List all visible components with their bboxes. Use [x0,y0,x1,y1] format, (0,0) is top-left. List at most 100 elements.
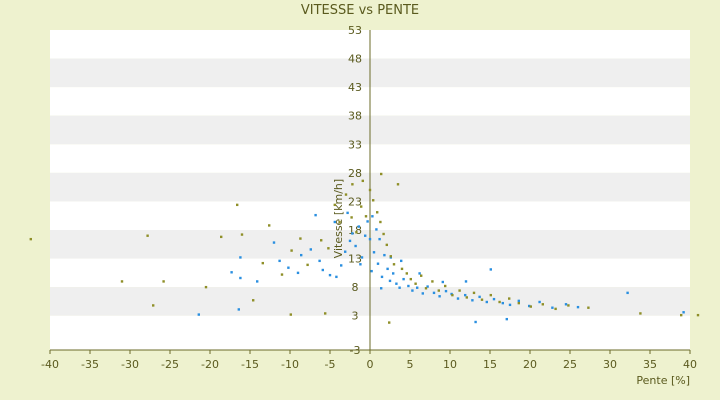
data-point-blue [421,292,424,295]
data-point-olive [204,285,208,289]
data-point-blue [376,262,380,265]
data-point-blue [372,251,376,254]
data-point-blue [444,289,448,293]
data-point-blue [287,266,290,269]
data-point-blue [492,297,496,301]
data-point-olive [696,313,700,317]
data-point-blue [517,299,520,303]
data-point-olive [567,304,570,307]
y-tick-label: 28 [348,167,362,180]
data-point-blue [551,306,554,309]
data-point-olive [338,220,341,224]
x-tick-label: 0 [367,358,374,371]
data-point-blue [441,280,444,284]
data-point-olive [517,301,520,305]
data-point-olive [368,188,372,192]
data-point-olive [396,183,400,186]
data-point-olive [350,216,353,219]
x-tick-label: 40 [683,358,697,371]
data-points [29,172,700,324]
data-point-blue [346,211,349,215]
data-point-blue [328,273,332,277]
data-point-olive [451,293,454,297]
data-point-blue [230,271,233,274]
data-point-olive [240,233,244,236]
data-point-blue [474,320,477,324]
data-point-blue [508,303,512,307]
data-point-olive [289,313,292,316]
data-point-blue [368,237,372,241]
data-point-blue [314,213,317,217]
data-point-blue [576,305,580,309]
data-point-blue [464,293,467,297]
data-point-blue [485,300,488,304]
data-point-blue [398,286,401,289]
data-point-blue [501,301,504,305]
y-tick-label: 23 [348,195,362,208]
data-point-olive [424,287,428,290]
data-point-olive [324,312,327,315]
data-point-blue [239,276,242,280]
data-point-olive [120,280,124,283]
y-tick-label: 48 [348,53,362,66]
data-point-olive [680,313,683,317]
data-point-olive [379,220,382,224]
data-point-olive [351,183,354,186]
data-point-olive [29,237,32,241]
data-point-blue [371,215,374,218]
data-point-olive [268,224,271,227]
data-point-blue [432,291,436,295]
data-point-olive [146,234,149,237]
data-point-blue [335,275,338,279]
data-point-olive [360,205,363,208]
data-point-blue [456,297,460,300]
data-point-olive [372,199,375,202]
data-point-blue [388,279,392,283]
data-point-olive [344,193,348,196]
data-point-olive [252,299,255,302]
y-tick-label: 53 [348,24,362,37]
data-point-blue [471,299,474,302]
data-point-olive [355,231,358,234]
data-point-blue [340,264,343,267]
data-point-olive [458,289,461,292]
x-tick-label: -20 [201,358,219,371]
y-tick-label: 8 [352,281,359,294]
data-point-blue [272,241,276,244]
data-point-olive [498,300,501,304]
data-point-olive [529,305,532,308]
data-point-olive [444,284,447,288]
x-axis-label: Pente [%] [636,374,690,387]
data-point-blue [278,259,281,263]
data-point-olive [162,280,165,283]
data-point-blue [418,272,421,275]
data-point-olive [389,255,392,258]
data-point-blue [321,268,324,272]
data-point-olive [299,237,302,240]
x-tick-label: -10 [281,358,299,371]
data-point-olive [409,277,412,281]
data-point-blue [400,259,403,263]
data-point-blue [416,286,419,289]
data-point-blue [378,237,381,241]
data-point-blue [478,295,481,299]
data-point-blue [380,287,383,290]
x-tick-label: 5 [407,358,414,371]
data-point-blue [364,234,367,237]
data-point-olive [392,263,396,266]
data-point-blue [296,271,300,275]
data-point-olive [280,273,284,276]
data-point-blue [348,239,352,243]
x-tick-label: 15 [483,358,497,371]
data-point-blue [395,282,398,285]
data-point-blue [528,304,531,308]
data-point-blue [309,248,312,251]
data-point-blue [300,253,303,257]
data-point-olive [639,312,642,315]
data-point-blue [197,313,200,316]
x-tick-label: -25 [161,358,179,371]
x-tick-label: 25 [563,358,577,371]
data-point-blue [359,263,362,266]
data-point-olive [405,272,408,275]
data-point-blue [333,220,336,224]
